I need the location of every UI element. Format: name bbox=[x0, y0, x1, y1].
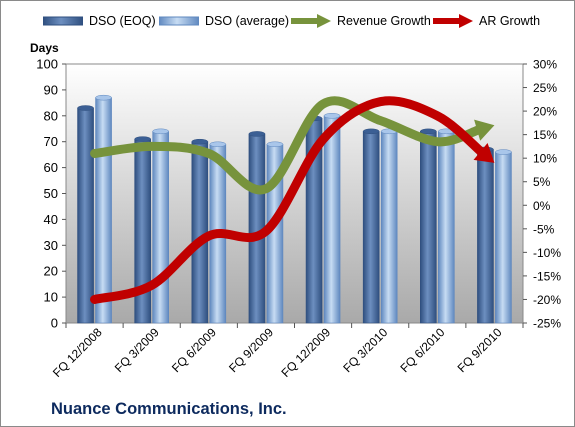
y-tick-label: 100 bbox=[36, 57, 58, 72]
legend-swatch-revenue-growth bbox=[291, 14, 331, 28]
arrowhead-revenue-growth bbox=[474, 119, 495, 141]
y2-tick-label: 5% bbox=[533, 175, 551, 189]
y2-tick-label: -10% bbox=[533, 246, 561, 260]
lines-group bbox=[90, 96, 495, 304]
y-tick-label: 0 bbox=[51, 316, 58, 331]
y-tick-label: 60 bbox=[44, 160, 58, 175]
bar-dso-average bbox=[495, 151, 512, 324]
bar-dso-average bbox=[323, 115, 341, 324]
bar-top-dso-eoq bbox=[362, 128, 380, 135]
bar-dso-eoq bbox=[191, 141, 209, 324]
y2-tick-label: 30% bbox=[533, 58, 557, 72]
legend-label-dso-average: DSO (average) bbox=[205, 14, 290, 28]
x-tick-label: FQ 3/2010 bbox=[340, 325, 390, 375]
series-line-ar-growth bbox=[90, 96, 487, 304]
arrowhead-ar-growth bbox=[473, 142, 495, 163]
legend-item-dso-eoq: DSO (EOQ) bbox=[43, 11, 156, 31]
y2-tick-label: -15% bbox=[533, 269, 561, 283]
bar-top-dso-eoq bbox=[77, 105, 94, 111]
y2-tick-label: 15% bbox=[533, 128, 557, 142]
legend-label-ar-growth: AR Growth bbox=[479, 14, 541, 28]
legend-swatch-dso-eoq bbox=[43, 16, 83, 26]
legend: DSO (EOQ) DSO (average) Revenue Growth A… bbox=[9, 11, 569, 31]
y2-tick-label: 10% bbox=[533, 152, 557, 166]
y-tick-label: 50 bbox=[44, 186, 58, 201]
bars-group bbox=[77, 94, 512, 324]
bar-dso-average bbox=[438, 131, 455, 324]
bar-top-dso-average bbox=[152, 128, 169, 135]
y2-tick-label: 0% bbox=[533, 199, 551, 213]
y-tick-label: 20 bbox=[44, 264, 58, 279]
legend-item-ar-growth: AR Growth bbox=[433, 11, 540, 31]
bar-top-dso-average bbox=[495, 149, 512, 155]
x-tick-label: FQ 6/2010 bbox=[397, 325, 447, 375]
company-name: Nuance Communications, Inc. bbox=[51, 400, 287, 418]
bar-top-dso-average bbox=[95, 94, 112, 101]
bar-top-dso-eoq bbox=[134, 136, 151, 142]
bar-top-dso-average bbox=[209, 141, 227, 148]
x-tick-label: FQ 6/2009 bbox=[169, 325, 219, 375]
legend-swatch-ar-growth bbox=[433, 14, 473, 28]
legend-label-dso-eoq: DSO (EOQ) bbox=[89, 14, 156, 28]
series-line-revenue-growth bbox=[90, 96, 484, 195]
x-tick-label: FQ 12/2008 bbox=[50, 325, 105, 380]
bar-top-dso-eoq bbox=[191, 138, 209, 145]
y-tick-label: 40 bbox=[44, 212, 58, 227]
legend-item-revenue-growth: Revenue Growth bbox=[291, 11, 431, 31]
x-tick-label: FQ 3/2009 bbox=[112, 325, 162, 375]
bar-top-dso-eoq bbox=[248, 131, 266, 137]
bar-top-dso-average bbox=[266, 141, 284, 148]
y2-tick-label: -25% bbox=[533, 317, 561, 331]
y-tick-label: 90 bbox=[44, 82, 58, 97]
x-tick-label: FQ 9/2009 bbox=[226, 325, 276, 375]
y-tick-label: 70 bbox=[44, 134, 58, 149]
y2-tick-label: 20% bbox=[533, 105, 557, 119]
bar-dso-eoq bbox=[420, 131, 437, 324]
bar-dso-eoq bbox=[477, 149, 494, 324]
y2-tick-label: 25% bbox=[533, 81, 557, 95]
y2-tick-label: -5% bbox=[533, 222, 555, 236]
y2-tick-label: -20% bbox=[533, 293, 561, 307]
legend-label-revenue-growth: Revenue Growth bbox=[337, 14, 431, 28]
y-tick-label: 30 bbox=[44, 238, 58, 253]
bar-dso-eoq bbox=[77, 107, 94, 324]
y-tick-label: 10 bbox=[44, 290, 58, 305]
bar-top-dso-average bbox=[323, 113, 341, 119]
bar-dso-average bbox=[380, 131, 398, 324]
x-tick-label: FQ 12/2009 bbox=[278, 325, 333, 380]
bar-top-dso-eoq bbox=[420, 128, 437, 135]
bar-dso-average bbox=[95, 97, 112, 324]
x-tick-label: FQ 9/2010 bbox=[455, 325, 505, 375]
legend-swatch-dso-average bbox=[159, 16, 199, 26]
bar-dso-eoq bbox=[362, 131, 380, 324]
y-axis-title: Days bbox=[30, 41, 59, 55]
bar-dso-average bbox=[152, 131, 169, 324]
legend-item-dso-average: DSO (average) bbox=[159, 11, 289, 31]
y-tick-label: 80 bbox=[44, 108, 58, 123]
